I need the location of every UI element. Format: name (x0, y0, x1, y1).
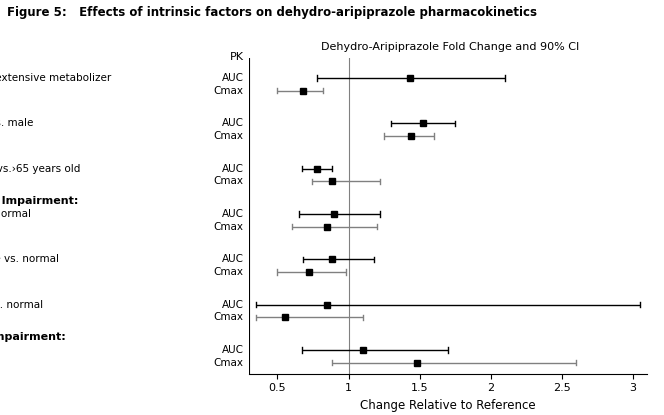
X-axis label: Change Relative to Reference: Change Relative to Reference (361, 399, 536, 412)
Text: 18 to 64 vs.›65 years old: 18 to 64 vs.›65 years old (0, 164, 81, 173)
Text: severe vs. normal: severe vs. normal (0, 300, 44, 310)
Text: Cmax: Cmax (213, 312, 244, 322)
Text: Hepatic Impairment:: Hepatic Impairment: (0, 195, 79, 206)
Text: poor vs. extensive metabolizer: poor vs. extensive metabolizer (0, 73, 112, 83)
Text: mild vs. normal: mild vs. normal (0, 209, 31, 219)
Text: Cmax: Cmax (213, 267, 244, 277)
Text: AUC: AUC (222, 209, 244, 219)
Text: AUC: AUC (222, 345, 244, 355)
Text: AUC: AUC (222, 164, 244, 173)
Text: PK: PK (230, 52, 244, 62)
Text: Cmax: Cmax (213, 176, 244, 186)
Text: Cmax: Cmax (213, 358, 244, 368)
Text: Cmax: Cmax (213, 131, 244, 141)
Text: AUC: AUC (222, 118, 244, 128)
Text: Cmax: Cmax (213, 86, 244, 96)
Text: Renal Impairment:: Renal Impairment: (0, 332, 66, 342)
Text: moderate vs. normal: moderate vs. normal (0, 254, 59, 264)
Text: AUC: AUC (222, 300, 244, 310)
Text: AUC: AUC (222, 254, 244, 264)
Text: female vs. male: female vs. male (0, 118, 34, 128)
Text: Cmax: Cmax (213, 222, 244, 232)
Text: AUC: AUC (222, 73, 244, 83)
Text: Dehydro-Aripiprazole Fold Change and 90% CI: Dehydro-Aripiprazole Fold Change and 90%… (321, 42, 579, 52)
Text: Figure 5:   Effects of intrinsic factors on dehydro-aripiprazole pharmacokinetic: Figure 5: Effects of intrinsic factors o… (7, 6, 537, 19)
